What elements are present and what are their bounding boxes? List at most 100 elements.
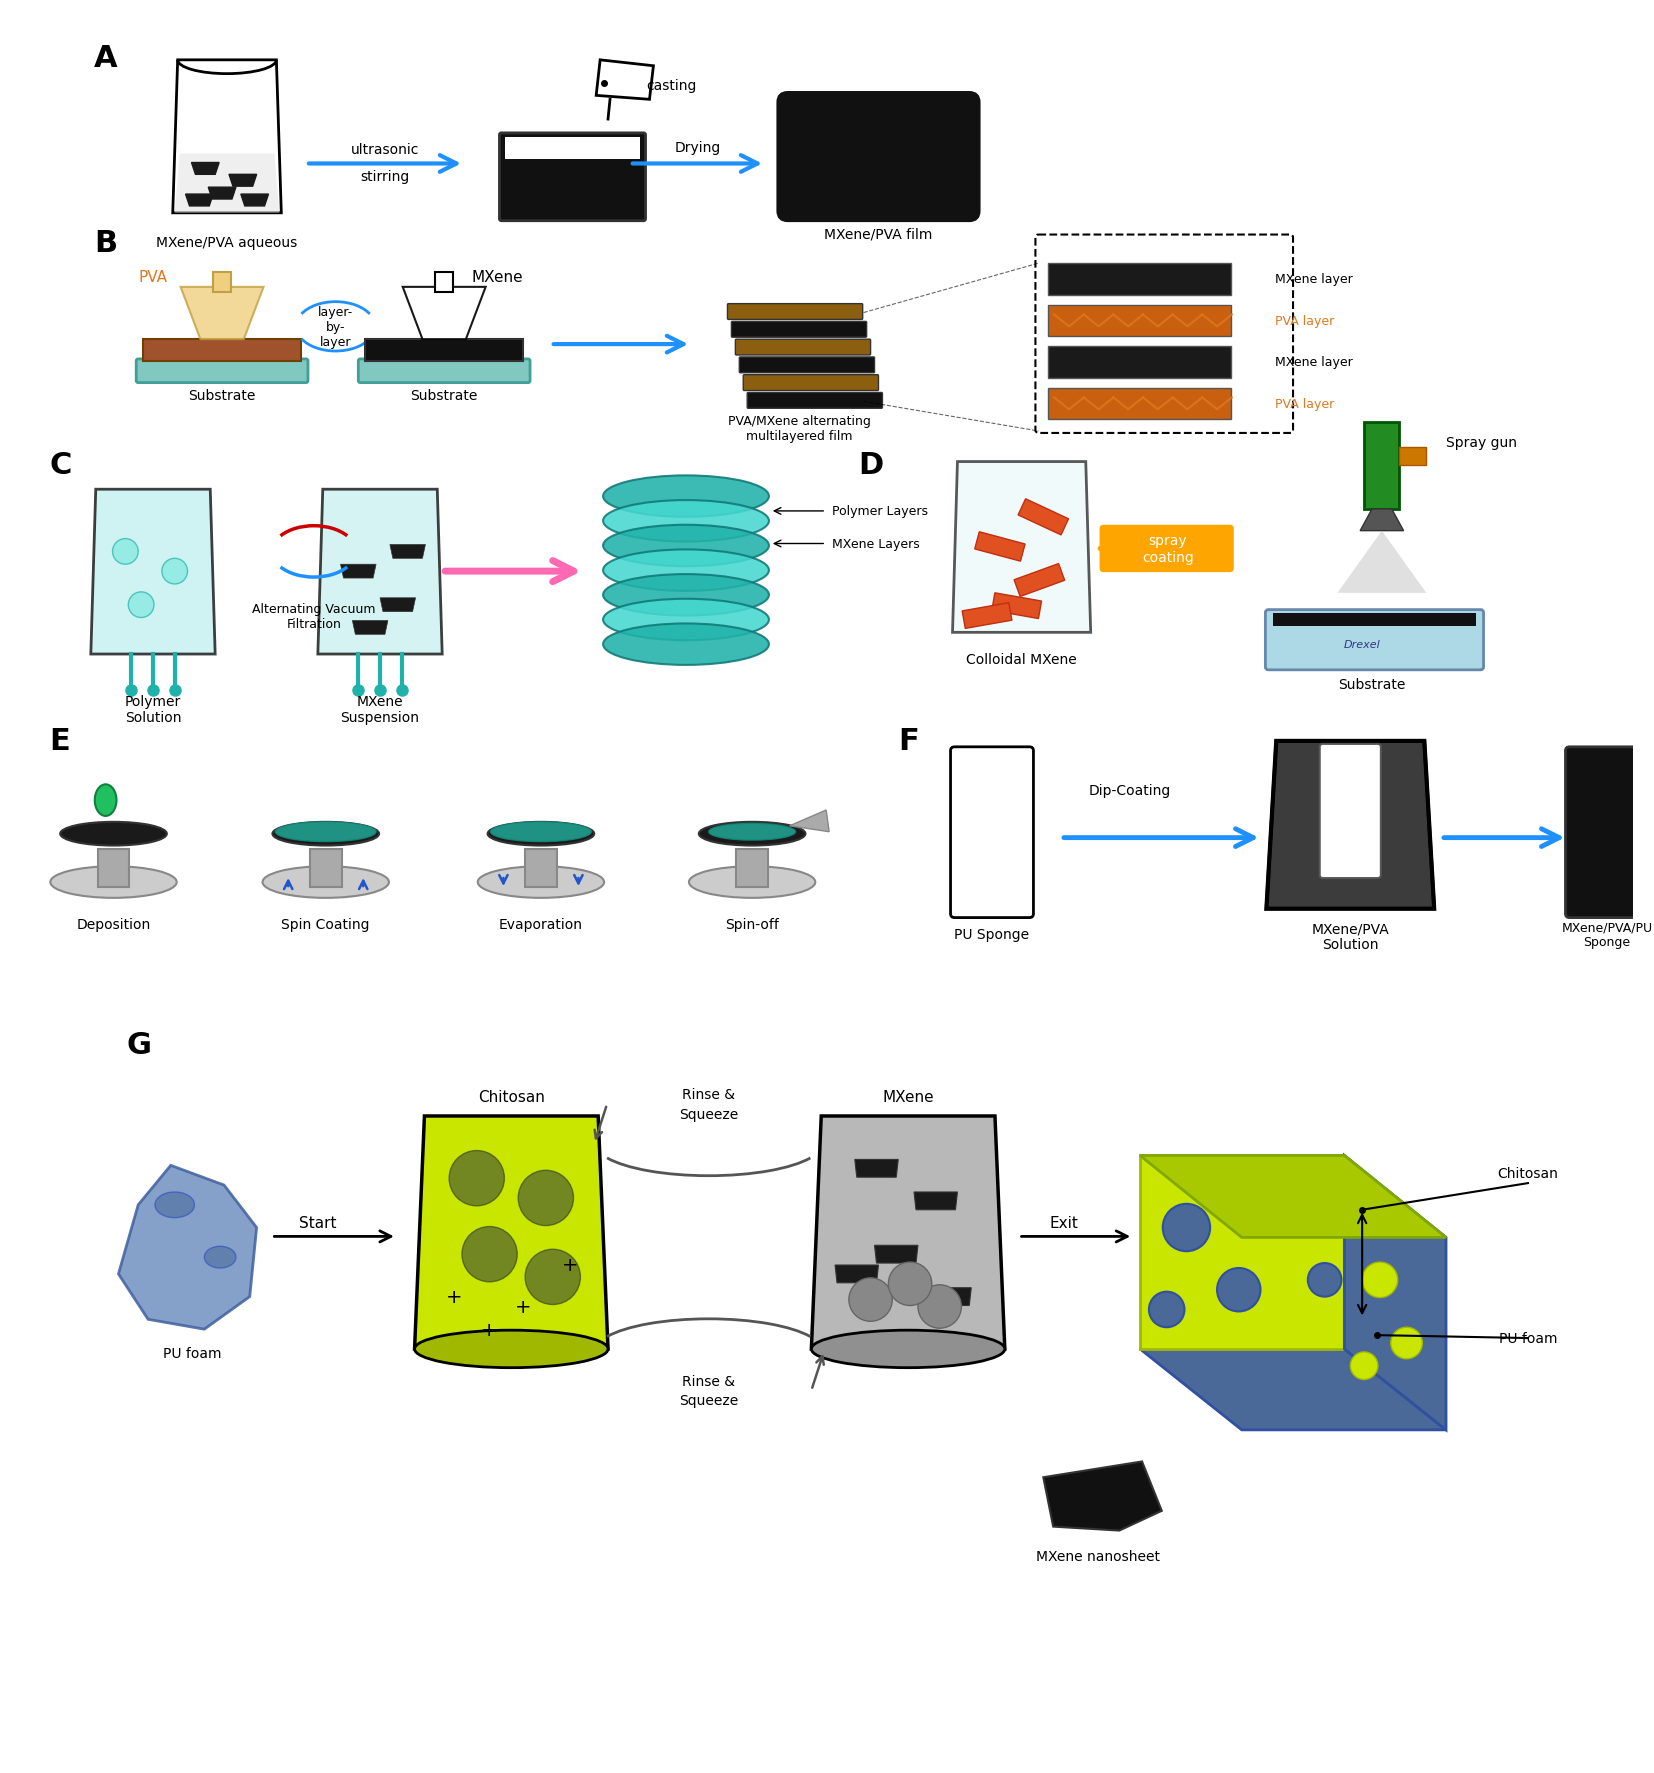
FancyBboxPatch shape — [1565, 748, 1649, 918]
Ellipse shape — [604, 500, 769, 543]
Text: E: E — [50, 727, 69, 755]
Circle shape — [1247, 1174, 1277, 1204]
Polygon shape — [1267, 741, 1434, 910]
Polygon shape — [241, 195, 268, 207]
Ellipse shape — [488, 823, 594, 846]
FancyBboxPatch shape — [136, 360, 308, 383]
Text: Chitosan: Chitosan — [478, 1089, 544, 1105]
Circle shape — [129, 592, 154, 619]
Ellipse shape — [478, 867, 604, 899]
FancyBboxPatch shape — [777, 94, 979, 222]
Ellipse shape — [690, 867, 815, 899]
Text: A: A — [94, 44, 117, 73]
Bar — [524, 849, 557, 888]
Circle shape — [1391, 1328, 1422, 1360]
Ellipse shape — [604, 525, 769, 567]
Circle shape — [518, 1170, 574, 1225]
Circle shape — [1308, 1264, 1341, 1296]
Text: Polymer
Solution: Polymer Solution — [124, 695, 182, 725]
Polygon shape — [595, 60, 653, 101]
Text: Alternating Vacuum
Filtration: Alternating Vacuum Filtration — [251, 603, 375, 629]
Circle shape — [112, 539, 139, 566]
Polygon shape — [192, 163, 218, 176]
Text: MXene/PVA film: MXene/PVA film — [824, 227, 933, 241]
Text: PVA: PVA — [139, 269, 167, 285]
FancyBboxPatch shape — [739, 358, 875, 374]
Text: B: B — [94, 229, 117, 257]
Polygon shape — [1140, 1156, 1446, 1238]
Text: MXene/PVA/PU
Sponge: MXene/PVA/PU Sponge — [1561, 920, 1652, 949]
Polygon shape — [175, 154, 280, 215]
Circle shape — [888, 1262, 931, 1305]
Polygon shape — [963, 603, 1012, 629]
Polygon shape — [390, 544, 425, 558]
Text: MXene nanosheet: MXene nanosheet — [1035, 1550, 1159, 1564]
Ellipse shape — [275, 823, 375, 842]
Ellipse shape — [50, 867, 177, 899]
Polygon shape — [208, 188, 237, 200]
Polygon shape — [185, 195, 213, 207]
Text: ultrasonic: ultrasonic — [351, 142, 418, 156]
Polygon shape — [855, 1160, 898, 1177]
Text: Rinse &: Rinse & — [681, 1087, 736, 1101]
Text: Squeeze: Squeeze — [680, 1394, 738, 1408]
Text: MXene/PVA
Solution: MXene/PVA Solution — [1312, 922, 1389, 952]
FancyBboxPatch shape — [359, 360, 529, 383]
Polygon shape — [341, 566, 375, 578]
Bar — [1399, 447, 1426, 465]
Text: Rinse &: Rinse & — [681, 1374, 736, 1388]
Polygon shape — [915, 1191, 958, 1209]
Bar — [1049, 305, 1231, 337]
Circle shape — [1217, 1268, 1260, 1312]
Text: PVA layer: PVA layer — [1275, 397, 1335, 411]
Polygon shape — [789, 810, 829, 832]
Text: casting: casting — [647, 78, 696, 92]
Text: MXene Layers: MXene Layers — [832, 537, 920, 551]
Ellipse shape — [415, 1330, 609, 1369]
Text: PU foam: PU foam — [164, 1346, 222, 1360]
Bar — [1049, 388, 1231, 420]
Text: PU Sponge: PU Sponge — [954, 927, 1029, 941]
Polygon shape — [812, 1117, 1006, 1349]
Text: Drying: Drying — [675, 140, 721, 154]
Polygon shape — [992, 594, 1042, 619]
Ellipse shape — [604, 574, 769, 617]
Text: Substrate: Substrate — [1338, 677, 1406, 691]
Text: Squeeze: Squeeze — [680, 1108, 738, 1121]
Bar — [213, 273, 232, 293]
Text: Evaporation: Evaporation — [500, 918, 582, 933]
Polygon shape — [928, 1287, 971, 1305]
Circle shape — [450, 1151, 504, 1206]
Polygon shape — [835, 1266, 878, 1284]
Text: Drexel: Drexel — [1343, 640, 1381, 651]
Ellipse shape — [155, 1191, 195, 1218]
Polygon shape — [875, 1246, 918, 1264]
Text: +: + — [447, 1287, 463, 1307]
Ellipse shape — [491, 823, 590, 842]
FancyBboxPatch shape — [743, 376, 878, 392]
Bar — [366, 340, 523, 362]
FancyBboxPatch shape — [1100, 525, 1234, 573]
Ellipse shape — [604, 599, 769, 640]
Text: +: + — [514, 1298, 531, 1316]
Ellipse shape — [273, 823, 379, 846]
Text: PU foam: PU foam — [1499, 1332, 1556, 1346]
Circle shape — [1363, 1262, 1398, 1298]
Ellipse shape — [263, 867, 389, 899]
Text: Spin Coating: Spin Coating — [281, 918, 370, 933]
FancyBboxPatch shape — [1265, 610, 1484, 670]
Text: Colloidal MXene: Colloidal MXene — [966, 652, 1077, 667]
Text: spray
coating: spray coating — [1141, 534, 1194, 564]
Text: stirring: stirring — [361, 170, 410, 184]
FancyBboxPatch shape — [1035, 236, 1293, 434]
Polygon shape — [1360, 509, 1404, 532]
FancyBboxPatch shape — [731, 323, 867, 339]
Bar — [144, 340, 301, 362]
Text: layer-
by-
layer: layer- by- layer — [318, 305, 354, 349]
Text: MXene: MXene — [471, 269, 523, 285]
Polygon shape — [974, 532, 1025, 562]
Text: PVA layer: PVA layer — [1275, 316, 1335, 328]
Polygon shape — [1140, 1349, 1446, 1431]
Text: Exit: Exit — [1050, 1216, 1078, 1230]
Bar — [736, 849, 767, 888]
